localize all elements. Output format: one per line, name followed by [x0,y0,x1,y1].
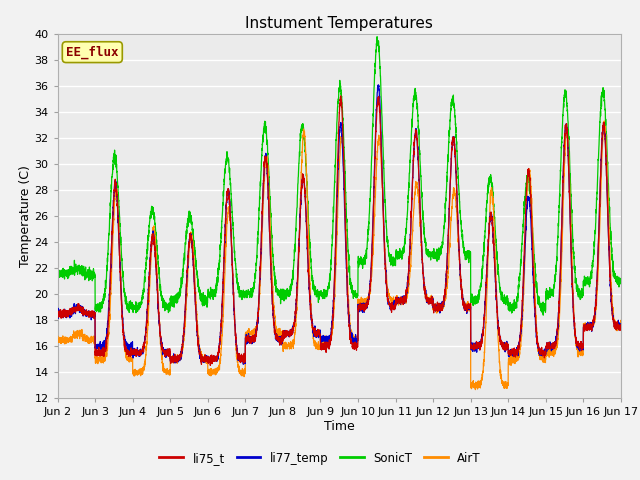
Legend: li75_t, li77_temp, SonicT, AirT: li75_t, li77_temp, SonicT, AirT [155,447,485,469]
Y-axis label: Temperature (C): Temperature (C) [19,165,31,267]
X-axis label: Time: Time [324,420,355,433]
Title: Instument Temperatures: Instument Temperatures [245,16,433,31]
Text: EE_flux: EE_flux [66,46,118,59]
